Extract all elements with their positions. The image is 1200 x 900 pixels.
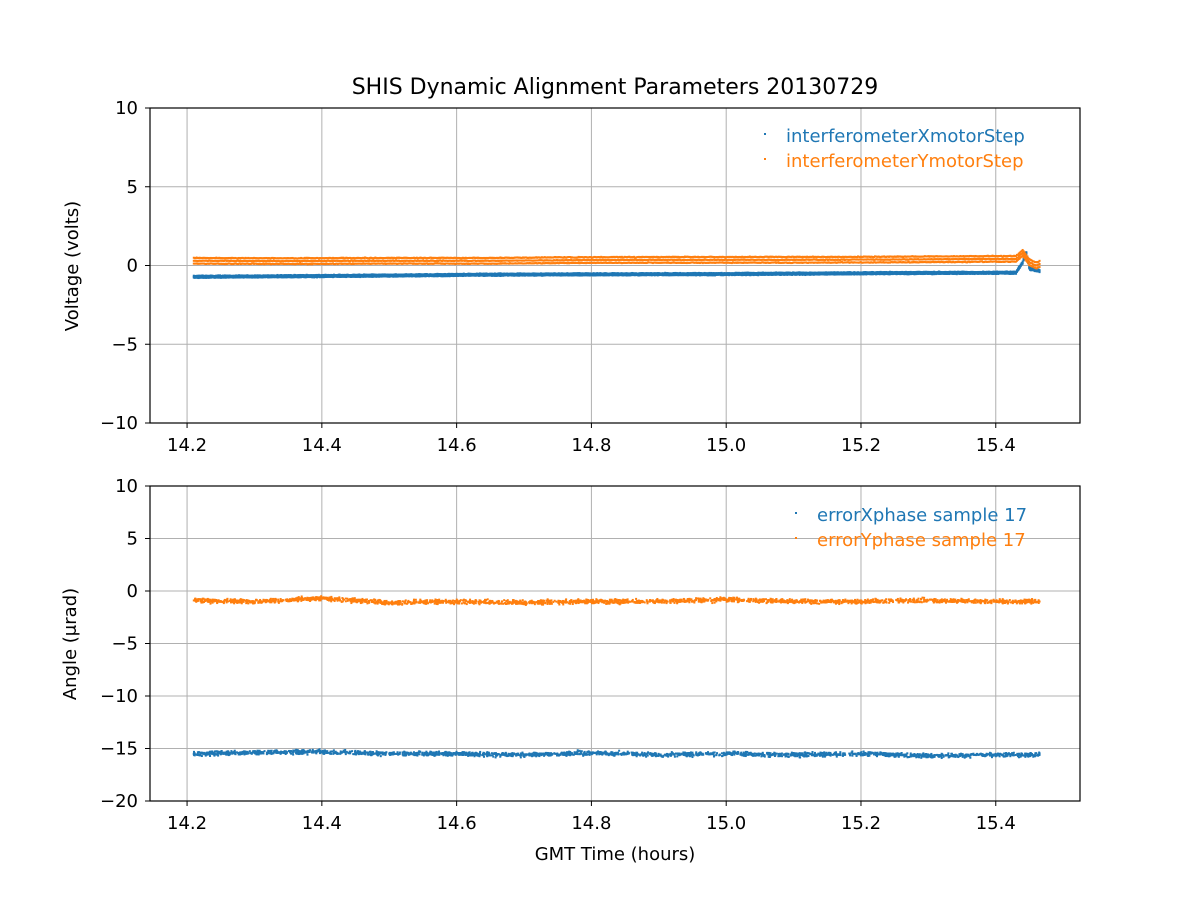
data-point <box>1022 259 1025 262</box>
data-point <box>1018 266 1021 269</box>
data-point <box>1038 271 1041 274</box>
voltage-series-1 <box>192 248 1041 270</box>
data-point <box>1015 272 1018 275</box>
data-point <box>1021 261 1024 264</box>
voltage-series-0 <box>192 251 1041 280</box>
data-point <box>1021 260 1024 263</box>
figure-title: SHIS Dynamic Alignment Parameters 201307… <box>352 75 879 100</box>
data-point <box>1038 269 1041 272</box>
voltage-data <box>192 248 1041 280</box>
data-point <box>1017 268 1020 271</box>
data-point <box>1025 251 1028 254</box>
